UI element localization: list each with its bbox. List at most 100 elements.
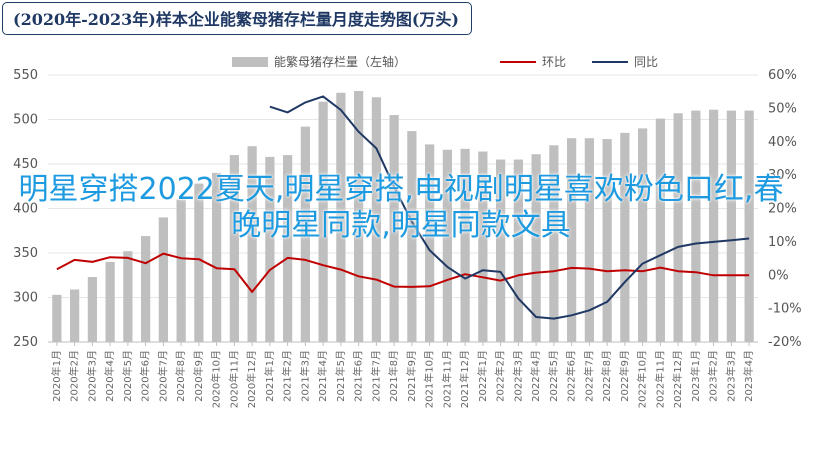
bar <box>602 139 612 342</box>
bar <box>176 199 186 342</box>
bar <box>691 110 701 342</box>
x-tick-label: 2021年12月 <box>458 350 471 408</box>
x-tick-label: 2022年8月 <box>600 350 613 402</box>
x-tick-label: 2021年7月 <box>369 350 382 402</box>
y-right-tick-label: 20% <box>768 202 797 217</box>
bar <box>300 126 310 343</box>
x-tick-label: 2020年8月 <box>174 350 187 402</box>
y-right-tick-label: 30% <box>768 168 797 183</box>
x-tick-label: 2022年9月 <box>618 350 631 402</box>
x-tick-label: 2021年10月 <box>423 350 436 408</box>
bar <box>265 156 275 342</box>
legend-label: 同比 <box>634 55 658 69</box>
legend-swatch-bar <box>232 57 268 67</box>
bar <box>141 236 151 342</box>
bar <box>52 294 62 342</box>
bar <box>584 138 594 342</box>
x-tick-label: 2020年6月 <box>139 350 152 402</box>
bar <box>478 151 488 342</box>
x-tick-label: 2020年2月 <box>68 350 81 402</box>
x-tick-label: 2020年3月 <box>85 350 98 402</box>
bar <box>496 159 506 342</box>
x-tick-label: 2022年11月 <box>653 350 666 408</box>
bar <box>513 159 523 342</box>
y-left-tick-label: 250 <box>13 335 38 350</box>
x-tick-label: 2020年10月 <box>210 350 223 408</box>
y-left-tick-label: 300 <box>13 291 38 306</box>
bar <box>123 251 133 342</box>
x-tick-label: 2022年3月 <box>511 350 524 402</box>
x-tick-label: 2022年4月 <box>529 350 542 402</box>
bar <box>87 277 97 342</box>
x-tick-label: 2020年7月 <box>156 350 169 402</box>
axes: 250 300 350 400 450 500 550 -20% -10% 0% 10% 20% 30%… <box>13 68 801 408</box>
x-tick-label: 2020年9月 <box>192 350 205 402</box>
bar <box>318 101 328 342</box>
x-tick-label: 2022年2月 <box>494 350 507 402</box>
legend-label: 环比 <box>542 55 566 69</box>
bar <box>70 289 80 342</box>
chart-title: (2020年-2023年)样本企业能繁母猪存栏量月度走势图(万头) <box>2 2 472 35</box>
bar-series <box>52 91 754 343</box>
x-tick-label: 2020年11月 <box>227 350 240 408</box>
x-tick-label: 2021年9月 <box>405 350 418 402</box>
bar <box>549 145 559 342</box>
x-tick-label: 2023年4月 <box>742 350 755 402</box>
bar <box>460 148 470 342</box>
x-tick-label: 2022年12月 <box>671 350 684 408</box>
y-right-tick-label: -20% <box>768 335 802 350</box>
x-tick-label: 2021年8月 <box>387 350 400 402</box>
mom-line <box>56 252 750 293</box>
x-tick-label: 2021年4月 <box>316 350 329 402</box>
y-left-tick-label: 350 <box>13 246 38 261</box>
x-tick-label: 2021年6月 <box>352 350 365 402</box>
bar <box>709 109 719 343</box>
bar <box>531 154 541 342</box>
x-tick-label: 2021年5月 <box>334 350 347 402</box>
bar <box>407 131 417 342</box>
x-tick-label: 2022年7月 <box>582 350 595 402</box>
y-right-tick-label: 10% <box>768 235 797 250</box>
x-tick-label: 2020年5月 <box>121 350 134 402</box>
x-tick-label: 2021年2月 <box>281 350 294 402</box>
y-left-tick-label: 400 <box>13 202 38 217</box>
y-right-tick-label: 60% <box>768 68 797 83</box>
x-tick-label: 2021年1月 <box>263 350 276 402</box>
x-tick-label: 2023年3月 <box>724 350 737 402</box>
bar <box>442 149 452 342</box>
gridlines <box>48 74 758 343</box>
x-tick-label: 2020年4月 <box>103 350 116 402</box>
x-tick-label: 2020年12月 <box>245 350 258 408</box>
x-tick-label: 2022年5月 <box>547 350 560 402</box>
y-right-tick-label: 50% <box>768 101 797 116</box>
bar <box>371 97 381 342</box>
y-left-tick-label: 550 <box>13 68 38 83</box>
bar <box>655 118 665 342</box>
bar <box>336 92 346 342</box>
bar <box>105 261 115 342</box>
x-tick-label: 2022年10月 <box>636 350 649 408</box>
x-tick-label: 2021年11月 <box>440 350 453 408</box>
bar <box>283 155 293 342</box>
x-tick-label: 2020年1月 <box>50 350 63 402</box>
legend: 能繁母猪存栏量（左轴） 环比 同比 <box>232 54 658 69</box>
legend-label: 能繁母猪存栏量（左轴） <box>274 54 406 69</box>
bar <box>744 110 754 342</box>
bar <box>620 132 630 342</box>
bar <box>673 113 683 343</box>
x-tick-label: 2022年1月 <box>476 350 489 402</box>
y-right-tick-label: 40% <box>768 135 797 150</box>
x-tick-label: 2022年6月 <box>565 350 578 402</box>
bar <box>229 155 239 342</box>
bar <box>567 138 577 342</box>
bar <box>194 183 204 342</box>
bar <box>158 217 168 342</box>
yoy-line <box>269 95 750 320</box>
bar <box>726 110 736 342</box>
x-tick-label: 2023年2月 <box>707 350 720 402</box>
bar <box>212 172 222 342</box>
bar <box>389 115 399 342</box>
bar <box>354 91 364 343</box>
bar <box>425 144 435 342</box>
